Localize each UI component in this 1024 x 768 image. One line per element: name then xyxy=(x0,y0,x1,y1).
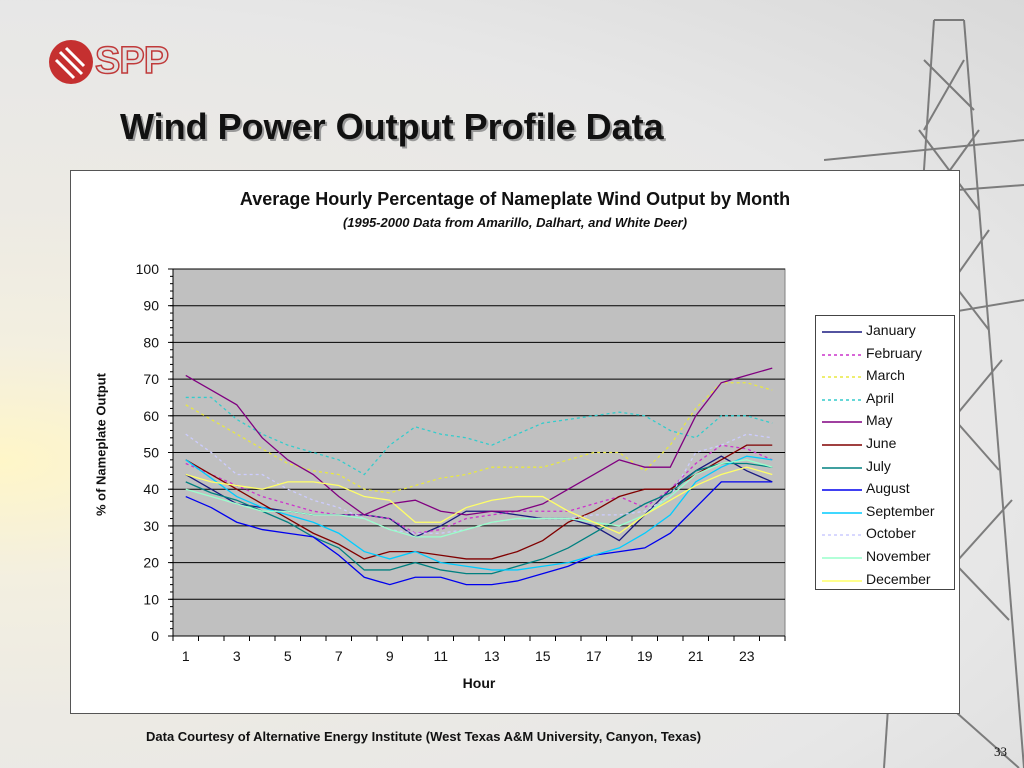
legend-label: November xyxy=(866,548,931,564)
y-tick-label: 50 xyxy=(143,445,159,461)
legend-label: July xyxy=(866,457,891,474)
series-line-february xyxy=(185,444,773,534)
x-tick-label: 13 xyxy=(484,648,500,664)
x-tick-label: 1 xyxy=(182,648,190,664)
legend-item-january: January xyxy=(820,320,954,342)
x-tick-label: 23 xyxy=(739,648,755,664)
y-tick-label: 100 xyxy=(136,261,160,277)
x-tick-label: 3 xyxy=(233,648,241,664)
legend-label: January xyxy=(866,322,916,338)
legend-label: September xyxy=(866,502,935,519)
legend-item-december: December xyxy=(820,569,954,591)
series-line-may xyxy=(185,367,773,516)
series-line-august xyxy=(185,481,773,586)
series-line-june xyxy=(185,444,773,560)
y-tick-label: 10 xyxy=(143,591,159,607)
y-tick-label: 0 xyxy=(151,628,159,644)
legend-swatch xyxy=(822,557,862,559)
legend-item-august: August xyxy=(820,478,954,500)
x-tick-label: 9 xyxy=(386,648,394,664)
chart-title: Average Hourly Percentage of Nameplate W… xyxy=(239,189,791,209)
chart-legend: January February March April May June July Augu… xyxy=(815,315,955,590)
legend-swatch xyxy=(822,376,862,378)
x-tick-label: 5 xyxy=(284,648,292,664)
y-tick-label: 80 xyxy=(143,334,159,350)
legend-item-march: March xyxy=(820,365,954,387)
x-tick-label: 11 xyxy=(433,648,448,664)
x-tick-label: 19 xyxy=(637,648,653,664)
legend-swatch xyxy=(822,444,862,446)
legend-item-february: February xyxy=(820,343,954,365)
series-line-april xyxy=(185,396,773,476)
x-tick-label: 21 xyxy=(688,648,704,664)
logo-text: SPP xyxy=(94,39,170,83)
x-axis-label: Hour xyxy=(462,675,496,691)
source-footnote: Data Courtesy of Alternative Energy Inst… xyxy=(146,729,702,744)
legend-label: March xyxy=(866,367,905,384)
legend-item-october: October xyxy=(820,523,954,545)
legend-label: August xyxy=(866,480,910,497)
legend-swatch xyxy=(822,466,862,469)
page-number: 33 xyxy=(994,744,1007,759)
legend-item-november: November xyxy=(820,546,954,568)
y-tick-label: 70 xyxy=(143,371,159,387)
legend-swatch xyxy=(822,579,862,582)
legend-label: May xyxy=(866,412,893,429)
y-tick-label: 20 xyxy=(143,555,159,571)
legend-swatch xyxy=(822,331,862,333)
legend-item-july: July xyxy=(820,456,954,478)
legend-label: April xyxy=(866,389,895,406)
series-line-september xyxy=(185,455,773,571)
legend-swatch xyxy=(822,512,862,514)
y-tick-label: 60 xyxy=(143,408,159,424)
chart-subtitle: (1995-2000 Data from Amarillo, Dalhart, … xyxy=(342,215,688,230)
spp-logo-icon xyxy=(49,40,93,84)
y-tick-label: 40 xyxy=(143,481,159,497)
series-line-december xyxy=(185,466,773,534)
y-tick-label: 90 xyxy=(143,298,159,314)
legend-label: October xyxy=(866,525,916,542)
y-tick-label: 30 xyxy=(143,518,159,534)
x-tick-label: 15 xyxy=(535,648,551,664)
legend-item-april: April xyxy=(820,388,954,410)
series-line-march xyxy=(185,382,773,494)
legend-swatch xyxy=(822,399,862,401)
legend-swatch xyxy=(822,489,862,491)
legend-label: June xyxy=(866,435,897,451)
legend-swatch xyxy=(822,421,862,424)
slide-title: Wind Power Output Profile Data xyxy=(120,106,664,147)
legend-label: February xyxy=(866,344,923,361)
x-tick-label: 7 xyxy=(335,648,343,664)
legend-item-september: September xyxy=(820,501,954,523)
chart-container: Average Hourly Percentage of Nameplate W… xyxy=(70,170,960,714)
legend-item-june: June xyxy=(820,433,954,455)
legend-swatch xyxy=(822,534,862,537)
legend-item-may: May xyxy=(820,410,954,432)
legend-swatch xyxy=(822,353,862,356)
x-tick-label: 17 xyxy=(586,648,602,664)
series-line-july xyxy=(185,462,773,575)
legend-label: December xyxy=(866,570,931,587)
series-line-november xyxy=(185,459,773,538)
